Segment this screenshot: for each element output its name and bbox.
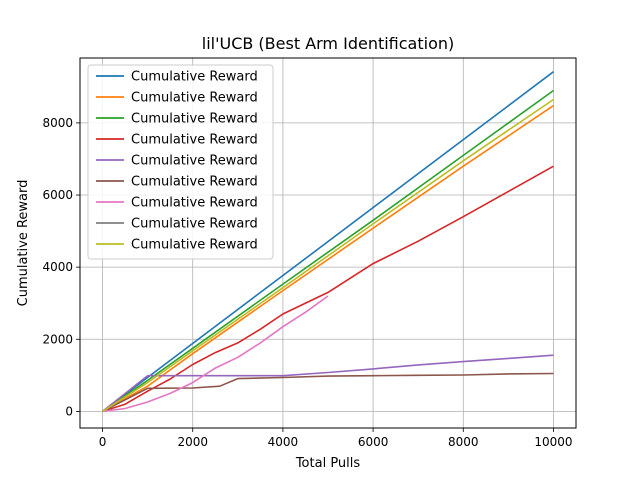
legend-label: Cumulative Reward xyxy=(131,238,258,253)
legend-box xyxy=(87,64,274,260)
series-line-4 xyxy=(102,354,554,413)
legend-label: Cumulative Reward xyxy=(131,133,258,148)
y-axis-ticks: 0 2000 4000 6000 8000 xyxy=(42,116,80,418)
y-tick-label: 4000 xyxy=(42,260,73,274)
legend: Cumulative Reward Cumulative Reward Cumula… xyxy=(87,64,274,260)
y-tick-label: 2000 xyxy=(42,332,73,346)
series-line-0 xyxy=(102,71,554,413)
series-line-2 xyxy=(102,89,554,413)
series-line-5 xyxy=(102,372,554,413)
x-axis-ticks: 0 2000 4000 6000 8000 10000 xyxy=(99,428,573,449)
series-line-3 xyxy=(102,165,554,413)
x-axis-label: Total Pulls xyxy=(295,456,361,471)
y-axis-label: Cumulative Reward xyxy=(16,180,31,307)
legend-label: Cumulative Reward xyxy=(131,175,258,190)
y-tick-label: 0 xyxy=(65,404,73,418)
legend-label: Cumulative Reward xyxy=(131,91,258,106)
x-tick-label: 2000 xyxy=(177,435,208,449)
legend-label: Cumulative Reward xyxy=(131,112,258,127)
y-tick-label: 6000 xyxy=(42,188,73,202)
series-line-6 xyxy=(102,295,329,413)
legend-label: Cumulative Reward xyxy=(131,70,258,85)
legend-label: Cumulative Reward xyxy=(131,196,258,211)
legend-label: Cumulative Reward xyxy=(131,154,258,169)
chart-title: lil'UCB (Best Arm Identification) xyxy=(202,34,455,53)
x-tick-label: 8000 xyxy=(448,435,479,449)
x-tick-label: 0 xyxy=(99,435,107,449)
x-tick-label: 6000 xyxy=(358,435,389,449)
series-layer xyxy=(102,71,554,413)
series-line-1 xyxy=(102,104,554,413)
x-tick-label: 4000 xyxy=(268,435,299,449)
plot-frame xyxy=(79,57,577,429)
y-tick-label: 8000 xyxy=(42,116,73,130)
legend-label: Cumulative Reward xyxy=(131,217,258,232)
x-tick-label: 10000 xyxy=(534,435,572,449)
series-line-8 xyxy=(102,98,554,413)
